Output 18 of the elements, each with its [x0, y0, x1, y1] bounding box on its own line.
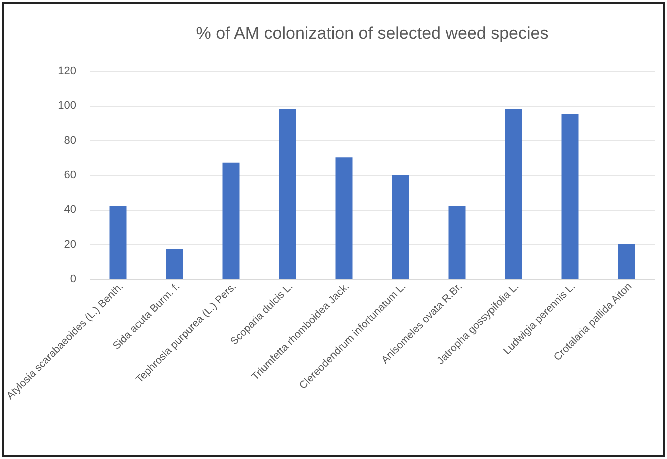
bar — [562, 114, 579, 279]
bar — [222, 162, 240, 279]
y-tick-label: 80 — [64, 134, 76, 147]
y-tick-label: 60 — [64, 170, 76, 182]
y-tick-label: 120 — [58, 66, 76, 78]
y-tick-label: 20 — [64, 238, 76, 251]
bar — [618, 244, 636, 279]
y-tick-label: 100 — [58, 100, 76, 112]
bar — [166, 250, 184, 279]
chart-title: % of AM colonization of selected weed species — [196, 24, 549, 43]
y-tick-label: 0 — [70, 274, 76, 286]
bar — [336, 158, 353, 279]
bar — [448, 206, 466, 279]
bar — [505, 109, 522, 279]
bar — [279, 109, 296, 279]
y-tick-label: 40 — [64, 204, 76, 216]
bar — [110, 206, 127, 279]
bar — [392, 175, 410, 279]
